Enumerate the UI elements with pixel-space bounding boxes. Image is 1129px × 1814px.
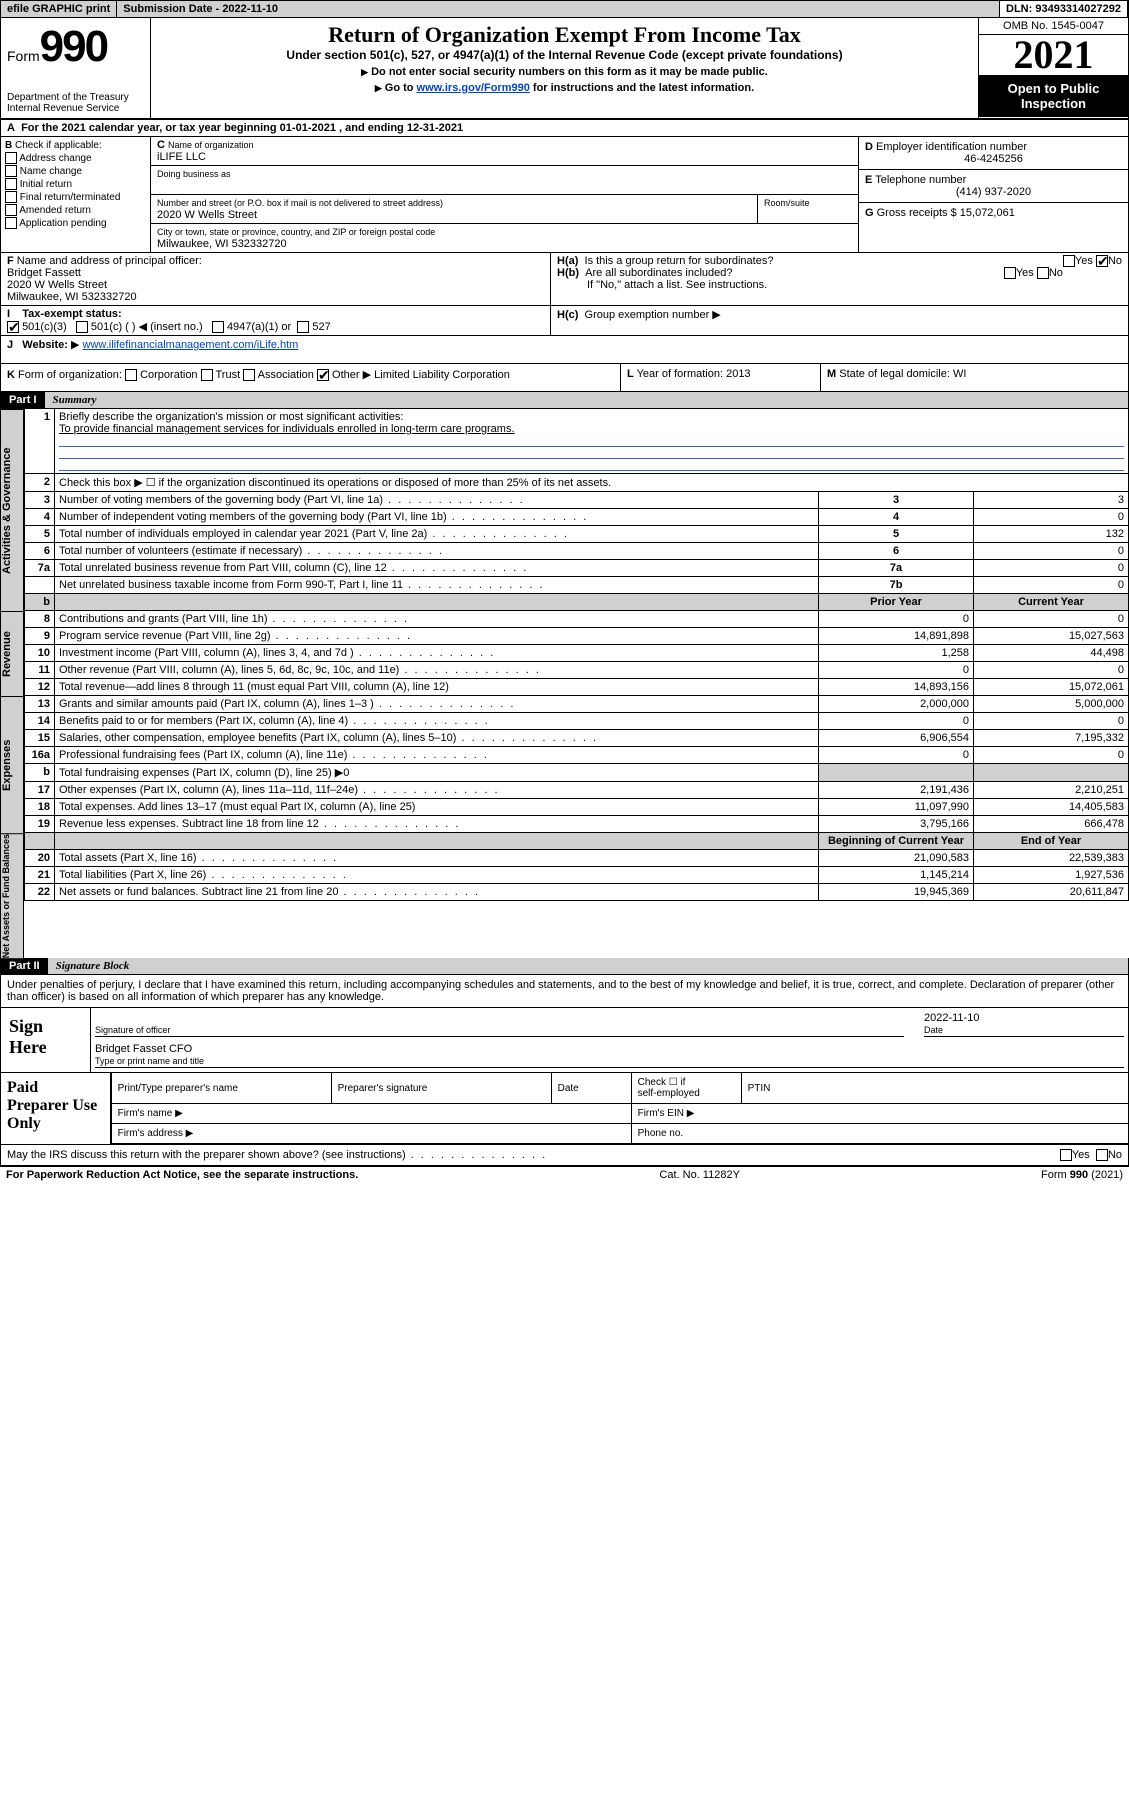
table-row: 4Number of independent voting members of… (25, 509, 1129, 526)
perjury-declaration: Under penalties of perjury, I declare th… (0, 975, 1129, 1008)
501c-checkbox[interactable] (76, 321, 88, 333)
form-title: Return of Organization Exempt From Incom… (159, 22, 970, 48)
table-row: 12Total revenue—add lines 8 through 11 (… (25, 679, 1129, 696)
sig-date: 2022-11-10 (924, 1012, 979, 1024)
officer-signer: Bridget Fasset CFO (95, 1043, 192, 1055)
501c3-checkbox[interactable] (7, 321, 19, 333)
footer: For Paperwork Reduction Act Notice, see … (0, 1166, 1129, 1183)
table-row: 17Other expenses (Part IX, column (A), l… (25, 782, 1129, 799)
final-return-checkbox[interactable] (5, 191, 17, 203)
hb-no-checkbox[interactable] (1037, 267, 1049, 279)
section-i: I Tax-exempt status: 501(c)(3) 501(c) ( … (0, 306, 1129, 336)
table-row: 15Salaries, other compensation, employee… (25, 730, 1129, 747)
table-row: bTotal fundraising expenses (Part IX, co… (25, 764, 1129, 782)
table-row: 22Net assets or fund balances. Subtract … (25, 884, 1129, 901)
corp-checkbox[interactable] (125, 369, 137, 381)
instr-line1: Do not enter social security numbers on … (371, 66, 768, 78)
dln: DLN: 93493314027292 (1000, 1, 1128, 17)
form-subtitle: Under section 501(c), 527, or 4947(a)(1)… (159, 48, 970, 62)
summary-expenses: 13Grants and similar amounts paid (Part … (24, 696, 1129, 833)
table-row: 8Contributions and grants (Part VIII, li… (25, 611, 1129, 628)
part-1-header: Part I Summary (0, 392, 1129, 409)
header-block: B Check if applicable: Address change Na… (0, 137, 1129, 253)
irs-link[interactable]: www.irs.gov/Form990 (417, 82, 530, 94)
mission-text: To provide financial management services… (59, 423, 515, 435)
4947-checkbox[interactable] (212, 321, 224, 333)
tab-activities-governance: Activities & Governance (0, 409, 24, 611)
org-name: iLIFE LLC (157, 151, 206, 163)
tab-net-assets: Net Assets or Fund Balances (0, 833, 24, 958)
paid-preparer-block: Paid Preparer Use Only Print/Type prepar… (0, 1073, 1129, 1145)
telephone: (414) 937-2020 (865, 186, 1122, 198)
gross-receipts: 15,072,061 (960, 207, 1015, 219)
ein: 46-4245256 (865, 153, 1122, 165)
discuss-row: May the IRS discuss this return with the… (0, 1145, 1129, 1166)
form-header: Form990 Department of the Treasury Inter… (0, 18, 1129, 120)
table-row: 11Other revenue (Part VIII, column (A), … (25, 662, 1129, 679)
amended-checkbox[interactable] (5, 204, 17, 216)
ha-yes-checkbox[interactable] (1063, 255, 1075, 267)
table-row: 16aProfessional fundraising fees (Part I… (25, 747, 1129, 764)
tab-expenses: Expenses (0, 696, 24, 833)
table-row: 10Investment income (Part VIII, column (… (25, 645, 1129, 662)
sign-here-block: Sign Here Signature of officer 2022-11-1… (0, 1008, 1129, 1073)
ha-no-checkbox[interactable] (1096, 255, 1108, 267)
submission-date: Submission Date - 2022-11-10 (117, 1, 1000, 17)
summary-net-assets: Beginning of Current YearEnd of Year 20T… (24, 833, 1129, 901)
table-row: 18Total expenses. Add lines 13–17 (must … (25, 799, 1129, 816)
section-f-h: F Name and address of principal officer:… (0, 253, 1129, 306)
website-link[interactable]: www.ilifefinancialmanagement.com/iLife.h… (83, 339, 299, 351)
form-number: 990 (40, 22, 107, 71)
table-row: 13Grants and similar amounts paid (Part … (25, 696, 1129, 713)
table-row: Net unrelated business taxable income fr… (25, 577, 1129, 594)
tab-revenue: Revenue (0, 611, 24, 696)
section-d-e-g: D Employer identification number46-42452… (858, 137, 1128, 252)
street-address: 2020 W Wells Street (157, 209, 257, 221)
efile-print-button[interactable]: efile GRAPHIC print (1, 1, 117, 17)
addr-change-checkbox[interactable] (5, 152, 17, 164)
summary-revenue: 8Contributions and grants (Part VIII, li… (24, 611, 1129, 696)
form-label: Form (7, 48, 40, 64)
table-row: 20Total assets (Part X, line 16)21,090,5… (25, 850, 1129, 867)
part-2-header: Part II Signature Block (0, 958, 1129, 975)
table-row: 19Revenue less expenses. Subtract line 1… (25, 816, 1129, 833)
other-org-type: Limited Liability Corporation (374, 369, 510, 381)
assoc-checkbox[interactable] (243, 369, 255, 381)
discuss-yes-checkbox[interactable] (1060, 1149, 1072, 1161)
discuss-no-checkbox[interactable] (1096, 1149, 1108, 1161)
dept-treasury: Department of the Treasury Internal Reve… (7, 92, 144, 114)
open-public: Open to Public Inspection (979, 75, 1128, 117)
table-row: 9Program service revenue (Part VIII, lin… (25, 628, 1129, 645)
summary-activities: 1 Briefly describe the organization's mi… (24, 409, 1129, 611)
table-row: 14Benefits paid to or for members (Part … (25, 713, 1129, 730)
table-row: 5Total number of individuals employed in… (25, 526, 1129, 543)
table-row: 3Number of voting members of the governi… (25, 492, 1129, 509)
table-row: 21Total liabilities (Part X, line 26)1,1… (25, 867, 1129, 884)
section-c: C Name of organization iLIFE LLC Doing b… (151, 137, 858, 252)
table-row: 6Total number of volunteers (estimate if… (25, 543, 1129, 560)
year-formation: 2013 (726, 368, 750, 380)
section-k-l-m: K Form of organization: Corporation Trus… (0, 364, 1129, 392)
table-row: 7aTotal unrelated business revenue from … (25, 560, 1129, 577)
hb-yes-checkbox[interactable] (1004, 267, 1016, 279)
officer-name: Bridget Fassett (7, 267, 81, 279)
app-pending-checkbox[interactable] (5, 217, 17, 229)
other-checkbox[interactable] (317, 369, 329, 381)
section-b: B Check if applicable: Address change Na… (1, 137, 151, 252)
city-zip: Milwaukee, WI 532332720 (157, 238, 287, 250)
state-domicile: WI (953, 368, 966, 380)
section-j: J Website: ▶ www.ilifefinancialmanagemen… (0, 336, 1129, 364)
tax-year-line: A For the 2021 calendar year, or tax yea… (0, 120, 1129, 137)
name-change-checkbox[interactable] (5, 165, 17, 177)
top-bar: efile GRAPHIC print Submission Date - 20… (0, 0, 1129, 18)
initial-return-checkbox[interactable] (5, 178, 17, 190)
trust-checkbox[interactable] (201, 369, 213, 381)
tax-year: 2021 (979, 35, 1128, 75)
527-checkbox[interactable] (297, 321, 309, 333)
